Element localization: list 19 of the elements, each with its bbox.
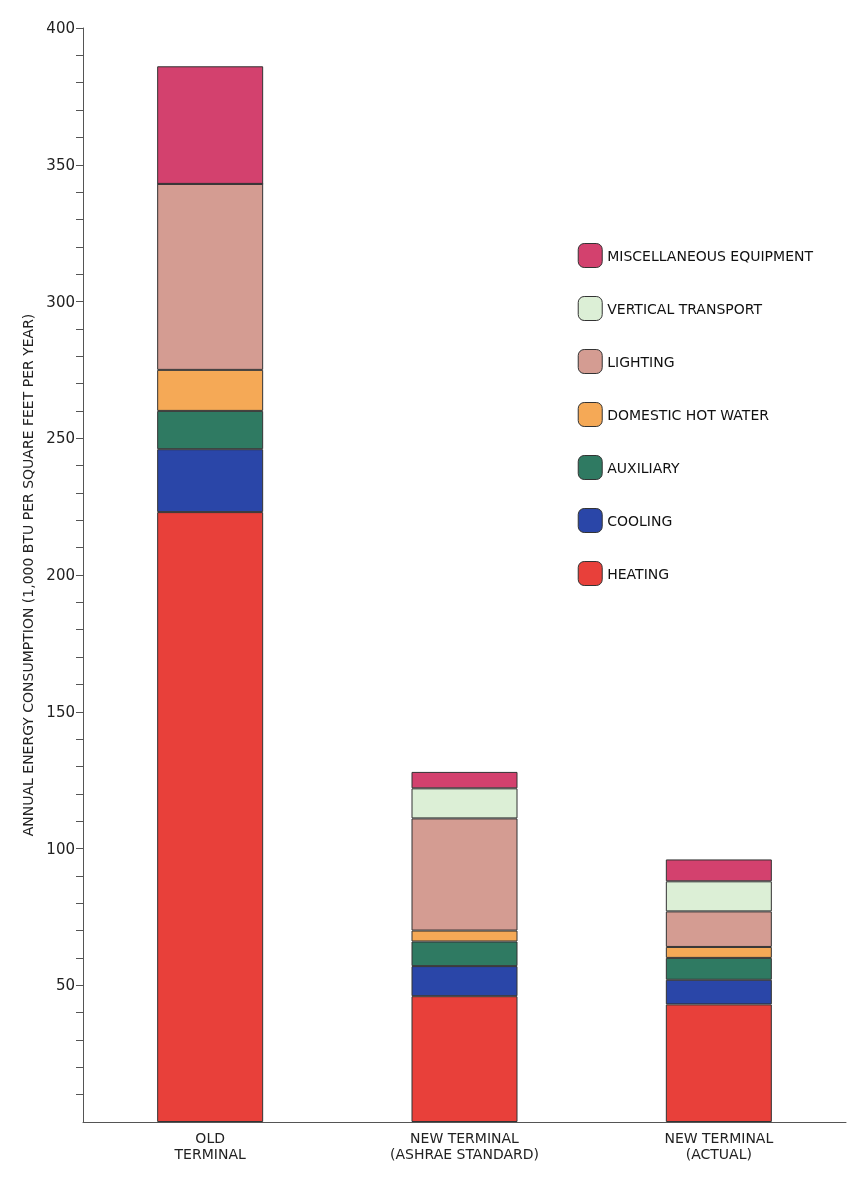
y-tick-label: 300 [46, 292, 75, 311]
legend-label: AUXILIARY [607, 459, 681, 476]
y-tick-label: 100 [46, 839, 75, 858]
x-tick-label: NEW TERMINAL (ACTUAL) [664, 1130, 774, 1162]
y-tick-label: 50 [55, 976, 75, 995]
legend-label: LIGHTING [607, 353, 675, 370]
legend-label: DOMESTIC HOT WATER [607, 406, 770, 423]
y-tick-label: 200 [46, 566, 75, 584]
y-tick-label: 250 [46, 429, 75, 448]
legend-label: VERTICAL TRANSPORT [607, 300, 763, 317]
legend-label: HEATING [607, 565, 670, 582]
y-tick-label: 150 [46, 702, 75, 721]
x-tick-label: OLD TERMINAL [173, 1130, 246, 1162]
y-tick-label: 400 [46, 19, 75, 37]
y-tick-label: 350 [46, 155, 75, 174]
y-axis-title: ANNUAL ENERGY CONSUMPTION (1,000 BTU PER SQUARE FEET PER YEAR) [20, 313, 36, 837]
legend-label: COOLING [607, 512, 673, 529]
x-tick-label: NEW TERMINAL (ASHRAE STANDARD) [390, 1130, 539, 1162]
legend-label: MISCELLANEOUS EQUIPMENT [607, 247, 814, 264]
